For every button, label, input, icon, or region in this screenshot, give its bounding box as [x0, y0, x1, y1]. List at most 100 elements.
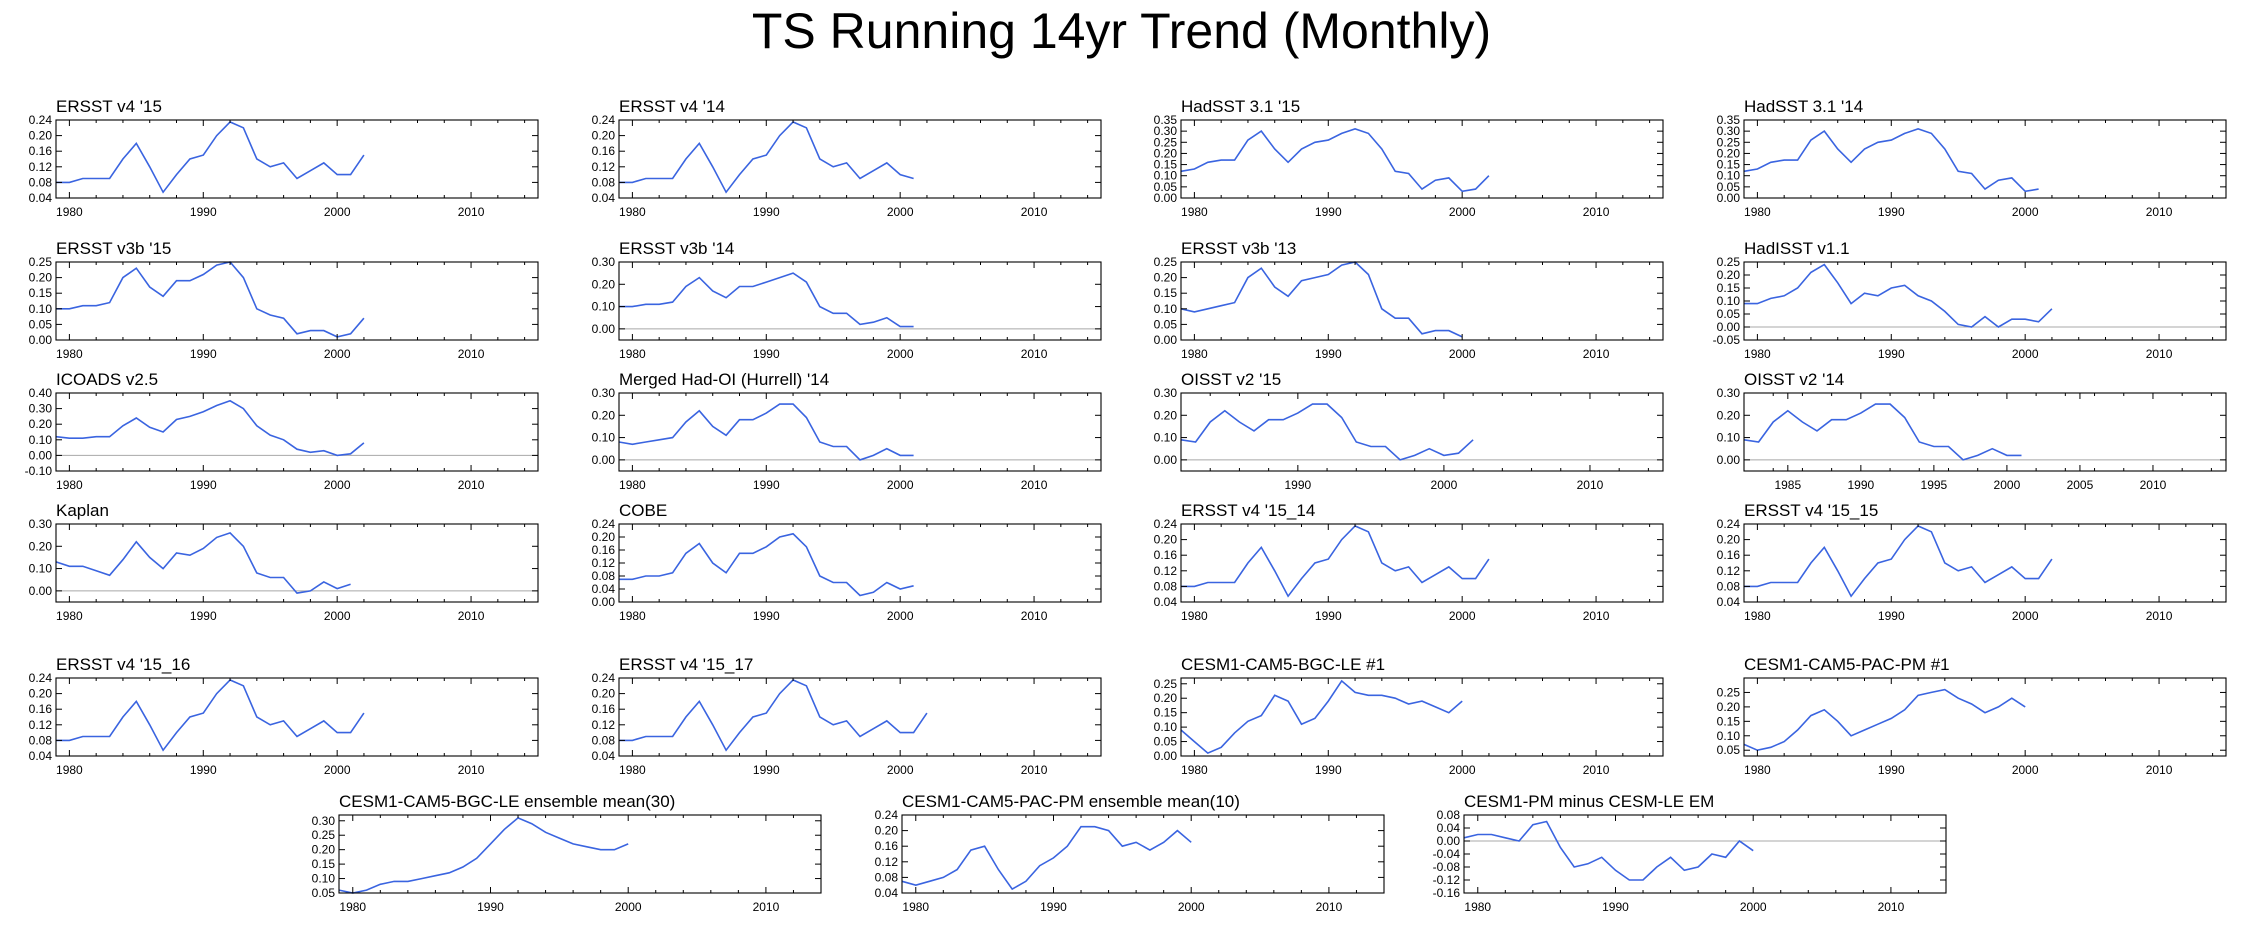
y-tick-label: 0.12 [29, 160, 53, 174]
y-tick-label: 0.04 [592, 191, 616, 205]
y-tick-label: 0.15 [312, 857, 336, 871]
y-tick-label: 0.20 [1154, 271, 1178, 285]
y-tick-label: 0.24 [29, 113, 53, 127]
plot-frame [55, 523, 539, 603]
series-line [619, 121, 914, 194]
panel-title: ERSST v4 '14 [619, 97, 725, 116]
panel-title: COBE [619, 501, 667, 520]
panel-title: ERSST v3b '15 [56, 239, 171, 258]
x-tick-label: 2010 [2146, 763, 2173, 777]
y-tick-label: -0.10 [25, 464, 53, 478]
series-line [1180, 679, 1463, 755]
y-tick-label: 0.20 [29, 417, 53, 431]
x-tick-label: 1990 [1315, 205, 1342, 219]
chart-panel-p7: ERSST v3b '13 1980 1990 2000 2010 0.00 0.05 0.1… [1125, 236, 1687, 364]
y-tick-label: 0.05 [1154, 180, 1178, 194]
x-tick-label: 2010 [2140, 478, 2167, 492]
panel-title: ERSST v4 '15_15 [1744, 501, 1878, 520]
chart-svg-p20: CESM1-CAM5-PAC-PM #1 1980 1990 2000 2010 0.05… [1717, 655, 2227, 777]
y-tick-label: 0.04 [1154, 595, 1178, 609]
x-tick-label: 1990 [1602, 900, 1629, 914]
y-tick-label: 0.05 [29, 317, 53, 331]
chart-panel-p10: Merged Had-OI (Hurrell) '14 1980 1990 2000 2… [563, 367, 1125, 495]
y-tick-label: 0.00 [592, 453, 616, 467]
x-tick-label: 1980 [1181, 205, 1208, 219]
x-tick-label: 2010 [1583, 609, 1610, 623]
y-tick-label: 0.25 [1717, 255, 1741, 269]
y-tick-label: 0.12 [29, 718, 53, 732]
y-tick-label: 0.10 [1717, 169, 1741, 183]
y-tick-label: 0.15 [1717, 158, 1741, 172]
y-tick-label: 0.05 [1154, 735, 1178, 749]
y-tick-label: 0.16 [1717, 548, 1741, 562]
y-tick-label: 0.04 [875, 886, 899, 900]
y-tick-label: 0.08 [1437, 808, 1461, 822]
y-tick-label: -0.16 [1433, 886, 1461, 900]
y-tick-label: 0.25 [1717, 685, 1741, 699]
x-tick-label: 2000 [615, 900, 642, 914]
y-tick-label: 0.16 [592, 543, 616, 557]
x-tick-label: 1980 [619, 478, 646, 492]
y-tick-label: 0.16 [29, 702, 53, 716]
series-line [56, 679, 365, 752]
chart-panel-p20: CESM1-CAM5-PAC-PM #1 1980 1990 2000 2010 0.05… [1688, 652, 2243, 780]
y-tick-label: 0.00 [1154, 191, 1178, 205]
y-tick-label: 0.12 [1154, 564, 1178, 578]
x-tick-label: 2010 [2146, 347, 2173, 361]
y-tick-label: 0.08 [592, 733, 616, 747]
chart-panel-p18: ERSST v4 '15_17 1980 1990 2000 2010 0.04 0.08 0… [563, 652, 1125, 780]
y-tick-label: 0.08 [1717, 579, 1741, 593]
x-tick-label: 1980 [619, 347, 646, 361]
y-tick-label: 0.10 [1717, 294, 1741, 308]
x-tick-label: 1990 [190, 763, 217, 777]
x-tick-label: 2000 [324, 609, 351, 623]
x-tick-label: 2000 [1449, 609, 1476, 623]
x-tick-label: 1980 [56, 347, 83, 361]
chart-svg-p14: COBE 1980 1990 2000 2010 0.000.040.080.120.16… [592, 501, 1102, 623]
series-line [1180, 128, 1490, 193]
x-tick-label: 2010 [1021, 763, 1048, 777]
x-tick-label: 1990 [753, 478, 780, 492]
panel-title: CESM1-CAM5-PAC-PM #1 [1744, 655, 1950, 674]
x-tick-label: 2010 [1316, 900, 1343, 914]
y-tick-label: 0.40 [29, 386, 53, 400]
x-tick-label: 2000 [1449, 763, 1476, 777]
y-tick-label: 0.16 [592, 702, 616, 716]
plot-frame [55, 261, 539, 341]
panel-title: OISST v2 '15 [1181, 370, 1281, 389]
y-tick-label: 0.10 [29, 562, 53, 576]
y-tick-label: 0.20 [1717, 533, 1741, 547]
x-tick-label: 2000 [887, 205, 914, 219]
y-tick-label: 0.30 [29, 517, 53, 531]
panel-title: CESM1-PM minus CESM-LE EM [1464, 792, 1714, 811]
y-tick-label: 0.20 [592, 408, 616, 422]
x-tick-label: 2000 [887, 763, 914, 777]
chart-panel-p6: ERSST v3b '14 1980 1990 2000 2010 0.00 0.10 0.2… [563, 236, 1125, 364]
plot-frame [1180, 392, 1664, 472]
x-tick-label: 2000 [1994, 478, 2021, 492]
y-tick-label: 0.04 [29, 749, 53, 763]
x-tick-label: 1990 [1878, 763, 1905, 777]
x-tick-label: 1980 [1744, 347, 1771, 361]
y-tick-label: 0.00 [1717, 453, 1741, 467]
y-tick-label: 0.25 [29, 255, 53, 269]
panel-title: ERSST v4 '15_17 [619, 655, 753, 674]
y-tick-label: 0.30 [592, 386, 616, 400]
plot-frame [1180, 523, 1664, 603]
x-tick-label: 1980 [902, 900, 929, 914]
y-tick-label: 0.15 [29, 286, 53, 300]
y-tick-label: 0.20 [29, 539, 53, 553]
y-tick-label: 0.24 [592, 517, 616, 531]
chart-panel-p11: OISST v2 '15 1990 2000 2010 0.00 0.10 0.20 0.30 [1125, 367, 1687, 495]
chart-panel-p16: ERSST v4 '15_15 1980 1990 2000 2010 0.04 0.08 0… [1688, 498, 2243, 626]
panel-title: HadSST 3.1 '15 [1181, 97, 1300, 116]
y-tick-label: 0.15 [1154, 286, 1178, 300]
chart-panel-p12: OISST v2 '14 1985 1990 1995 2000 2005 2010 0.00… [1688, 367, 2243, 495]
y-tick-label: 0.05 [1717, 743, 1741, 757]
y-tick-label: 0.20 [1154, 146, 1178, 160]
chart-svg-p22: CESM1-CAM5-PAC-PM ensemble mean(10) 1980 1… [875, 792, 1385, 914]
